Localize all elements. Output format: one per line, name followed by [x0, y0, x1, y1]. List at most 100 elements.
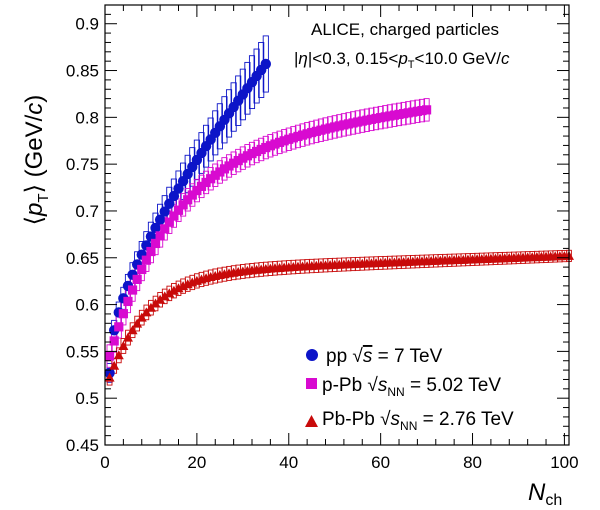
- subtitle-p: p: [397, 49, 407, 68]
- y-label-p: p: [21, 203, 48, 217]
- data-point-p-pb: [114, 322, 124, 332]
- legend-ppb-var: s: [378, 375, 388, 396]
- legend-entry-pp: pp √s = 7 TeV: [326, 346, 443, 367]
- x-label-main: N: [528, 479, 546, 506]
- legend-ppb-sqrt: √: [367, 375, 378, 396]
- legend-pbpb-sub: NN: [400, 419, 417, 433]
- subtitle-cut2: <10.0 GeV/: [415, 49, 502, 68]
- legend-pbpb-var: s: [391, 409, 401, 430]
- data-point-p-pb: [123, 296, 133, 307]
- x-tick-label: 80: [463, 453, 482, 472]
- legend-pp-value: = 7 TeV: [372, 346, 442, 367]
- y-tick-label: 0.5: [75, 389, 99, 408]
- plot-frame: [104, 4, 570, 446]
- y-label-lang: ⟨: [21, 216, 48, 225]
- y-tick-label: 0.8: [75, 108, 99, 127]
- data-point-pb-pb: [118, 340, 129, 350]
- data-point-pb-pb: [159, 291, 170, 301]
- data-point-p-pb: [421, 105, 432, 115]
- data-point-p-pb: [164, 217, 174, 227]
- data-point-pp: [154, 214, 166, 225]
- data-point-pp: [168, 190, 180, 202]
- data-point-p-pb: [155, 231, 165, 241]
- data-markers: [104, 58, 574, 382]
- data-point-pb-pb: [150, 298, 161, 308]
- data-point-p-pb: [173, 205, 184, 215]
- data-point-pb-pb: [127, 325, 138, 335]
- chart-title: ALICE, charged particles: [311, 20, 499, 39]
- data-point-pb-pb: [122, 332, 133, 342]
- x-tick-label: 0: [100, 453, 109, 472]
- legend-entry-pbpb: Pb-Pb √sNN = 2.76 TeV: [322, 409, 514, 433]
- legend-marker-ppb: [306, 378, 317, 389]
- data-point-p-pb: [127, 285, 138, 295]
- x-tick-label: 60: [371, 453, 390, 472]
- x-tick-label: 20: [187, 453, 206, 472]
- data-point-p-pb: [183, 195, 193, 205]
- subtitle-T: T: [408, 59, 415, 71]
- data-point-pp: [150, 222, 161, 234]
- legend-ppb-label: p-Pb: [322, 375, 367, 396]
- x-tick-label: 40: [279, 453, 298, 472]
- data-point-p-pb: [178, 200, 188, 210]
- legend-ppb-sub: NN: [387, 385, 404, 399]
- y-tick-label: 0.65: [66, 249, 99, 268]
- data-point-p-pb: [146, 246, 156, 257]
- chart-subtitle: |η|<0.3, 0.15<pT<10.0 GeV/c: [294, 49, 510, 71]
- legend-pp-label: pp: [326, 346, 352, 367]
- x-tick-label: 100: [550, 453, 578, 472]
- legend-pbpb-label: Pb-Pb: [322, 409, 380, 430]
- data-point-pp: [260, 58, 271, 70]
- legend-pp-sqrt: √: [352, 346, 363, 367]
- legend-pbpb-value: = 2.76 TeV: [417, 409, 514, 430]
- legend-marker-pp: [306, 349, 318, 361]
- data-point-pb-pb: [113, 350, 124, 360]
- data-point-p-pb: [109, 336, 119, 346]
- y-tick-label: 0.55: [66, 342, 99, 361]
- y-tick-label: 0.9: [75, 15, 99, 34]
- data-point-p-pb: [150, 238, 161, 249]
- y-tick-label: 0.45: [66, 436, 99, 455]
- data-point-pb-pb: [155, 294, 166, 304]
- y-label-close: ): [21, 95, 48, 103]
- legend-pp-var: s: [363, 346, 373, 367]
- data-point-pp: [164, 198, 175, 209]
- data-point-pb-pb: [141, 307, 152, 317]
- y-axis-ticks: 0.45 0.5 0.55 0.6 0.65 0.7 0.75 0.8 0.85 0.9: [66, 4, 569, 455]
- data-point-p-pb: [169, 211, 179, 221]
- y-label-unit: (GeV/: [21, 114, 48, 184]
- subtitle-cut1: |<0.3, 0.15<: [308, 49, 399, 68]
- y-label-c: c: [21, 103, 48, 115]
- y-tick-label: 0.85: [66, 62, 99, 81]
- data-point-pp: [159, 206, 170, 217]
- y-tick-label: 0.6: [75, 296, 99, 315]
- data-point-p-pb: [104, 351, 115, 361]
- data-point-p-pb: [118, 309, 128, 319]
- legend-entry-ppb: p-Pb √sNN = 5.02 TeV: [322, 375, 501, 399]
- y-label-rang: ⟩: [21, 184, 48, 193]
- y-tick-label: 0.7: [75, 202, 99, 221]
- y-axis-label: ⟨pT⟩ (GeV/c): [21, 95, 52, 226]
- subtitle-c: c: [501, 49, 510, 68]
- subtitle-prefix: |: [294, 49, 298, 68]
- data-point-p-pb: [141, 255, 151, 265]
- data-point-pb-pb: [164, 288, 175, 298]
- data-point-pb-pb: [132, 318, 143, 328]
- y-tick-label: 0.75: [66, 155, 99, 174]
- subtitle-eta: η: [298, 49, 307, 68]
- legend-ppb-value: = 5.02 TeV: [405, 375, 502, 396]
- y-label-T: T: [35, 193, 52, 202]
- data-point-pb-pb: [109, 360, 120, 370]
- data-point-p-pb: [160, 224, 170, 234]
- data-point-pb-pb: [136, 312, 147, 322]
- x-axis-label: Nch: [528, 479, 562, 509]
- x-axis-ticks: 0 20 40 60 80 100: [100, 5, 579, 472]
- legend-pbpb-sqrt: √: [380, 409, 391, 430]
- data-point-p-pb: [137, 264, 147, 275]
- x-label-sub: ch: [545, 492, 562, 509]
- legend-marker-pbpb: [305, 415, 318, 427]
- legend: pp √s = 7 TeV p-Pb √sNN = 5.02 TeV Pb-Pb…: [305, 346, 514, 433]
- data-point-p-pb: [132, 274, 142, 284]
- data-point-pb-pb: [168, 285, 179, 295]
